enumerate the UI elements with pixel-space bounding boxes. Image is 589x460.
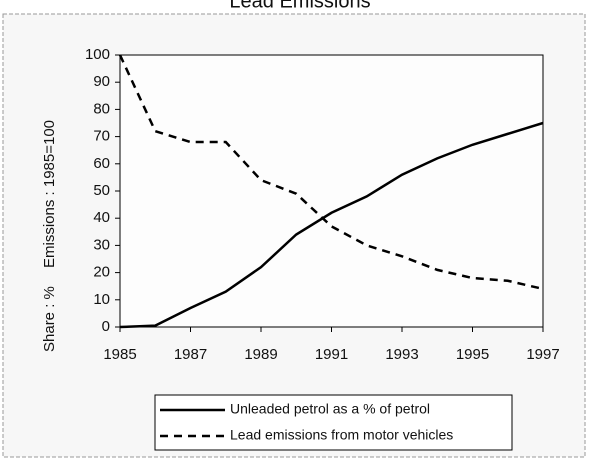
legend-label: Lead emissions from motor vehicles — [230, 427, 453, 443]
x-tick-label: 1987 — [174, 346, 207, 363]
y-tick-label: 10 — [93, 291, 110, 308]
x-tick-label: 1997 — [526, 346, 559, 363]
x-tick-label: 1995 — [456, 346, 489, 363]
y-tick-label: 40 — [93, 209, 110, 226]
y-axis-label: Share : % — [41, 286, 58, 352]
legend-label: Unleaded petrol as a % of petrol — [230, 401, 430, 417]
series-line — [119, 121, 544, 329]
y-axis-label: Emissions : 1985=100 — [41, 120, 58, 268]
y-tick-label: 80 — [93, 100, 110, 117]
y-tick-label: 90 — [93, 73, 110, 90]
y-tick-label: 70 — [93, 128, 110, 145]
legend-box — [154, 394, 513, 451]
x-tick-label: 1991 — [315, 346, 348, 363]
y-tick-label: 60 — [93, 155, 110, 172]
plot-area — [119, 54, 544, 328]
x-tick-label: 1993 — [385, 346, 418, 363]
x-tick-label: 1985 — [103, 346, 136, 363]
y-tick-label: 30 — [93, 236, 110, 253]
y-tick-label: 50 — [93, 182, 110, 199]
y-tick-label: 0 — [102, 318, 110, 335]
x-tick-label: 1989 — [244, 346, 277, 363]
chart-title: Lead Emissions — [229, 0, 370, 12]
y-tick-label: 20 — [93, 264, 110, 281]
y-tick-label: 100 — [85, 46, 110, 63]
